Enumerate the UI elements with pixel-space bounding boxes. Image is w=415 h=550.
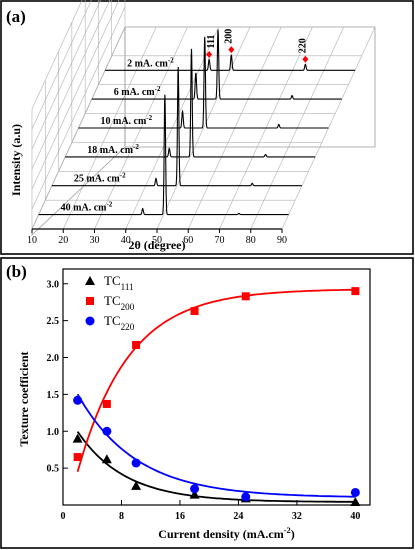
grid-wall-hline (31, 0, 120, 190)
xrd-trace (51, 66, 302, 187)
y-tick-label: 2.5 (47, 316, 60, 327)
grid-wall-hline (31, 0, 83, 110)
fit-curve (76, 393, 356, 498)
data-point-tc200 (241, 292, 250, 301)
fit-curve (76, 288, 356, 473)
y-tick-label: 0.5 (47, 464, 60, 475)
data-point-tc111 (350, 497, 361, 507)
data-point-tc111 (72, 433, 83, 443)
trace-label: 6 mA. cm-2 (114, 85, 161, 98)
x-tick-label: 30 (90, 235, 100, 246)
panel-b-label: (b) (6, 262, 27, 281)
peak-marker-diamond (228, 46, 235, 54)
plot-area (62, 268, 371, 506)
trace-label: 25 mA. cm-2 (74, 172, 126, 185)
legend-label-tc220: TC220 (104, 313, 135, 332)
data-point-tc200 (102, 399, 111, 408)
y-axis-title: Intensity (a.u) (9, 124, 23, 196)
xrd-trace (91, 29, 342, 100)
data-point-tc220 (131, 458, 141, 468)
x-tick-label: 60 (183, 235, 193, 246)
data-point-tc200 (132, 340, 141, 349)
data-point-tc200 (190, 307, 199, 316)
data-point-tc200 (351, 287, 360, 296)
x-tick-label: 16 (175, 511, 185, 522)
peak-marker-diamond (302, 55, 309, 63)
x-tick-label: 10 (27, 235, 37, 246)
grid-wall-hline (31, 0, 92, 130)
data-point-tc220 (241, 492, 251, 502)
y-tick-label: 1.0 (47, 427, 60, 438)
legend-marker-tc111 (85, 276, 95, 285)
data-point-tc220 (102, 426, 112, 436)
x-tick-label: 70 (215, 235, 225, 246)
y-tick-label: 2.0 (47, 353, 60, 364)
x-tick-label: 90 (277, 235, 287, 246)
data-point-tc220 (350, 487, 360, 497)
peak-marker-label: 220 (297, 38, 308, 53)
x-tick-label: 50 (152, 235, 162, 246)
xrd-trace (38, 94, 289, 216)
peak-marker-diamond (206, 50, 213, 58)
x-axis-title: Current density (mA.cm-2) (158, 526, 294, 541)
legend-label-tc200: TC200 (104, 293, 135, 312)
data-point-tc111 (189, 489, 200, 499)
x-tick-label: 0 (61, 511, 66, 522)
x-axis-title: 2θ (degree) (128, 238, 185, 252)
legend-marker-tc220 (85, 316, 95, 326)
y-axis-title: Texture coefficient (17, 352, 31, 447)
fit-curve (76, 431, 356, 503)
trace-label: 40 mA. cm-2 (61, 201, 113, 214)
xrd-trace (65, 48, 316, 158)
xrd-trace (78, 36, 329, 129)
grid-tick-line (156, 26, 251, 230)
data-point-tc111 (131, 480, 142, 490)
panel-a-label: (a) (6, 7, 26, 26)
trace-label: 2 mA. cm-2 (127, 56, 174, 69)
peak-marker-label: 200 (223, 29, 234, 44)
grid-wall-hline (31, 6, 126, 210)
data-point-tc220 (190, 484, 200, 494)
legend-label-tc111: TC111 (104, 273, 134, 292)
legend-marker-tc200 (86, 297, 94, 305)
peak-marker-label: 111 (206, 35, 217, 49)
data-point-tc111 (101, 454, 112, 464)
x-tick-label: 40 (121, 235, 131, 246)
data-point-tc200 (73, 453, 82, 462)
data-point-tc220 (73, 395, 83, 405)
trace-label: 18 mA. cm-2 (87, 143, 139, 156)
xrd-trace (105, 54, 356, 71)
x-tick-label: 80 (246, 235, 256, 246)
panel-b-frame (0, 257, 414, 549)
x-tick-label: 24 (233, 511, 243, 522)
y-tick-label: 1.5 (47, 390, 60, 401)
grid-wall-hline (31, 0, 111, 170)
x-tick-label: 20 (58, 235, 68, 246)
panel-a-xrd-waterfall: (a) 10 20 30 40 50 60 70 80 90 2θ (degree) Intensi… (0, 0, 414, 255)
trace-label: 10 mA. cm-2 (101, 114, 153, 127)
x-tick-label: 8 (119, 511, 124, 522)
grid-wall-hline (31, 0, 101, 150)
y-tick-label: 3.0 (47, 279, 60, 290)
x-tick-label: 32 (292, 511, 302, 522)
panel-b-texture-coefficient-chart: (b) 0 8 16 24 32 40 0.5 1.0 1.5 2.0 2.5 3.0 Current … (0, 257, 414, 549)
x-tick-label: 40 (350, 511, 360, 522)
